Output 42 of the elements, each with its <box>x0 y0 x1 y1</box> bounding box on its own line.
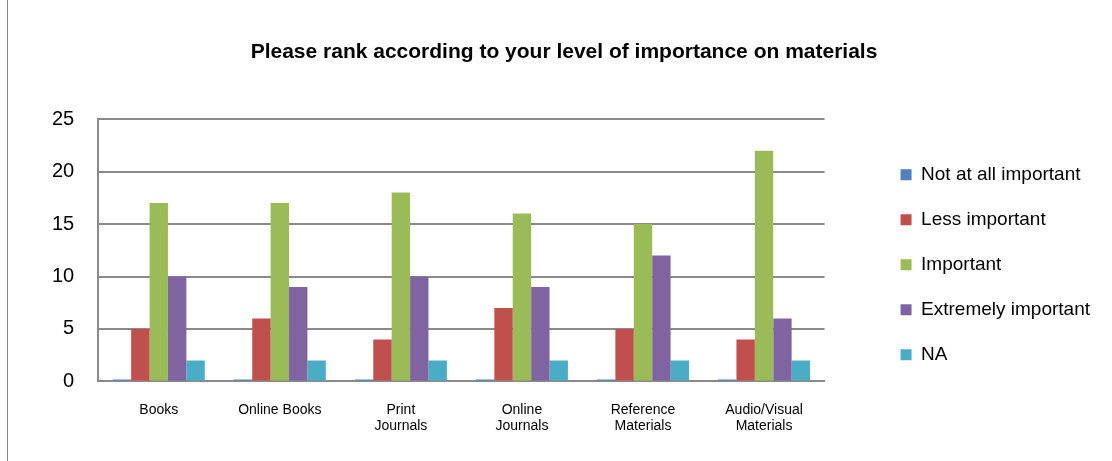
bar <box>494 307 513 381</box>
bar <box>670 360 689 381</box>
y-tick-label: 20 <box>52 159 75 182</box>
legend-label: Less important <box>921 207 1047 229</box>
bar <box>615 328 634 381</box>
bar <box>773 318 792 381</box>
bar <box>307 360 326 381</box>
x-tick-label: Online Books <box>238 400 322 417</box>
bar <box>289 287 308 381</box>
bar <box>549 360 568 381</box>
bar <box>428 360 447 381</box>
bar <box>531 287 550 381</box>
bar <box>149 203 168 381</box>
y-tick-label: 10 <box>52 264 75 287</box>
bar <box>373 339 392 381</box>
chart-title: Please rank according to your level of importance on materials <box>250 39 878 63</box>
legend-label: Not at all important <box>921 162 1082 184</box>
bar <box>791 360 811 381</box>
bar <box>391 192 411 381</box>
bar <box>167 276 187 381</box>
bar <box>186 360 205 381</box>
legend-label: NA <box>921 342 948 364</box>
legend-label: Important <box>921 252 1003 274</box>
bar <box>652 255 671 381</box>
bar <box>131 328 150 381</box>
y-tick-label: 25 <box>52 106 75 129</box>
y-tick-label: 5 <box>63 316 75 339</box>
x-tick-label: Print Journals <box>374 400 428 434</box>
bar <box>410 276 429 381</box>
bar <box>736 339 755 381</box>
x-tick-label: Books <box>139 400 179 417</box>
bar <box>633 224 653 381</box>
x-tick-label: Online Journals <box>495 400 549 434</box>
bar <box>512 213 532 381</box>
bar <box>754 150 774 381</box>
y-tick-label: 0 <box>63 368 75 391</box>
bar <box>270 203 290 381</box>
legend-label: Extremely important <box>921 297 1091 319</box>
y-tick-label: 15 <box>52 211 75 234</box>
bar <box>252 318 271 381</box>
x-tick-label: Audio/Visual Materials <box>725 400 803 434</box>
x-tick-label: Reference Materials <box>610 400 676 434</box>
